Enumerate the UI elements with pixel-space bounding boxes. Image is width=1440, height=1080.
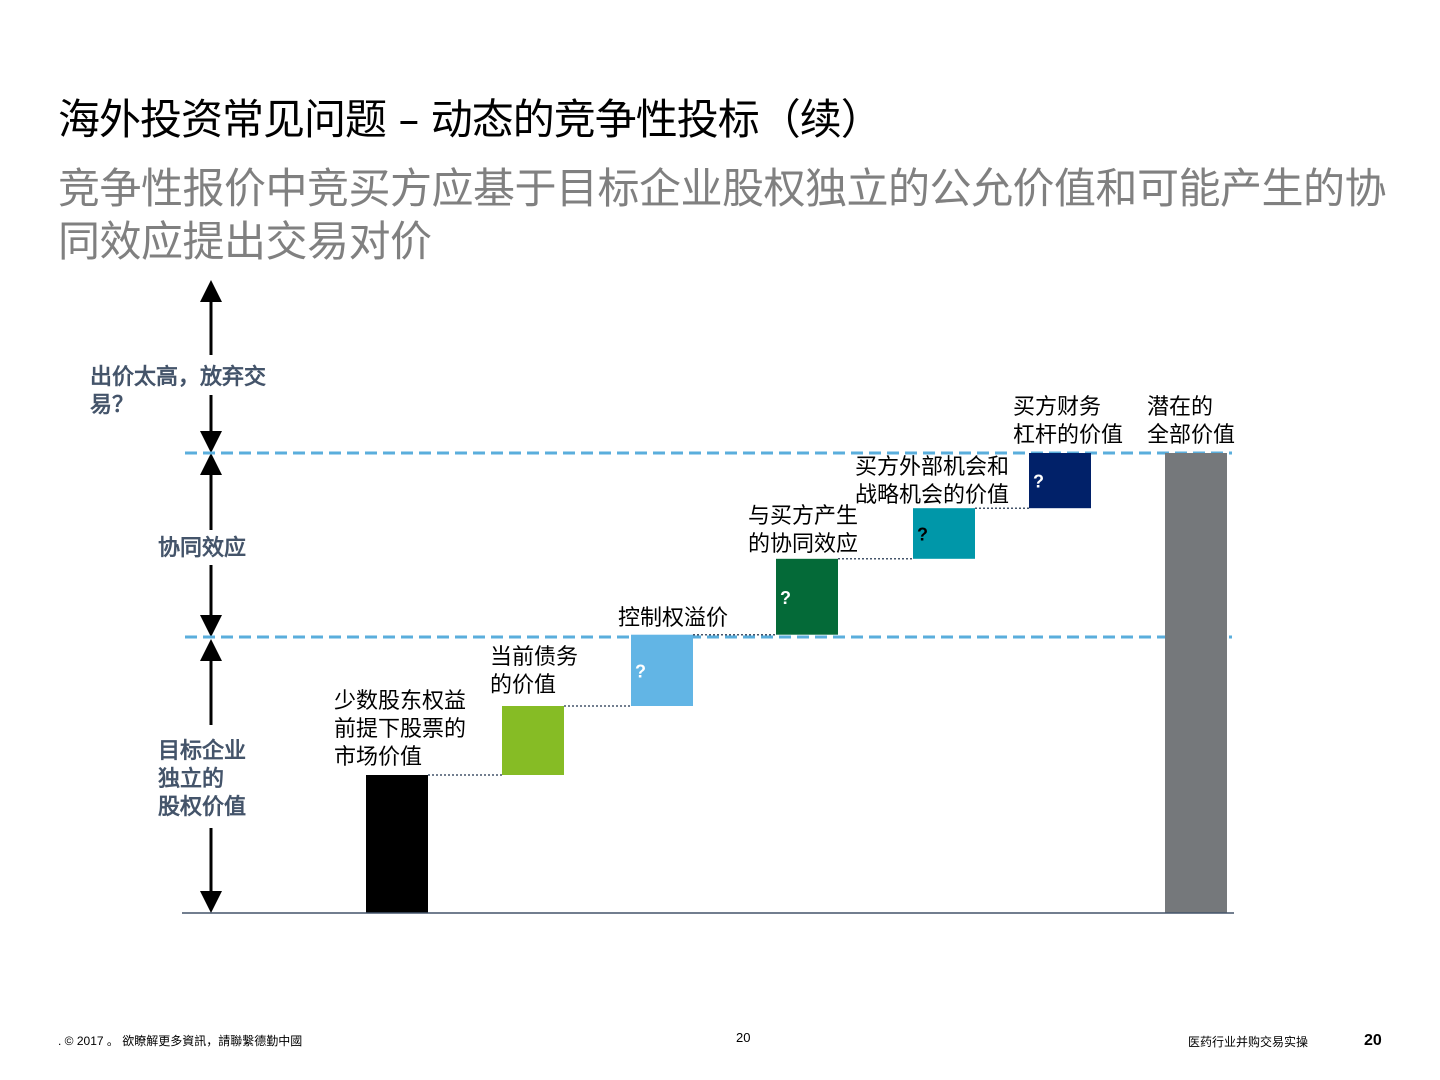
bar-label-line: 前提下股票的 (334, 717, 467, 742)
bar-label: 与买方产生的协同效应 (748, 503, 858, 559)
bars: ???? (366, 453, 1227, 913)
side-label-too-high-text: 出价太高，放弃交易？ (90, 365, 267, 418)
bar-label-line: 的价值 (490, 673, 557, 698)
bar-label-line: 全部价值 (1147, 423, 1236, 448)
footer-center-page: 20 (736, 1030, 751, 1045)
side-label-standalone-line: 股权价值 (158, 795, 247, 820)
bar-label-line: 潜在的 (1147, 395, 1214, 420)
bar-label-line: 买方外部机会和 (855, 455, 1010, 480)
side-label-too-high: 出价太高，放弃交易？ (90, 364, 300, 420)
bar-marker: ? (1033, 472, 1044, 492)
footer-copyright: . © 2017 。 欲瞭解更多資訊，請聯繫德勤中國 (58, 1034, 303, 1048)
bar-4 (776, 558, 838, 635)
bar-3 (631, 634, 693, 706)
vertical-arrows (200, 280, 222, 913)
arrow-up-icon (200, 453, 222, 475)
bar-label: 当前债务 的价值 (490, 644, 578, 700)
bar-marker: ? (917, 525, 928, 545)
bar-label: 买方财务 杠杆的价值 (1013, 394, 1123, 450)
side-label-standalone: 目标企业 独立的 股权价值 (158, 736, 247, 824)
bar-2 (502, 706, 564, 775)
bar-label-line: 市场价值 (334, 745, 423, 770)
side-label-standalone-line: 目标企业 (158, 739, 247, 764)
bar-label: 潜在的 全部价值 (1147, 394, 1235, 450)
side-label-synergy: 协同效应 (158, 533, 247, 565)
arrow-down-icon (200, 431, 222, 453)
bar-label-line: 的协同效应 (748, 532, 859, 557)
bar-label-line: 买方财务 (1013, 395, 1102, 420)
bar-7 (1165, 453, 1227, 913)
bar-5 (913, 508, 975, 559)
bar-label: 少数股东权益 前提下股票的 市场价值 (334, 688, 466, 772)
bar-label-line: 控制权溢价 (618, 606, 729, 631)
bar-1 (366, 775, 428, 913)
arrow-up-icon (200, 639, 222, 661)
slide-subtitle: 竞争性报价中竞买方应基于目标企业股权独立的公允价值和可能产生的协同效应提出交易对… (58, 164, 1387, 266)
bar-label: 买方外部机会和 战略机会的价值 (855, 454, 1009, 510)
bar-label-line: 当前债务 (490, 645, 579, 670)
bar-marker: ? (635, 661, 646, 681)
side-label-standalone-line: 独立的 (158, 767, 225, 792)
footer-doc-title: 医药行业并购交易实操 (1188, 1035, 1309, 1049)
arrow-up-icon (200, 280, 222, 302)
bar-label-line: 少数股东权益 (334, 689, 467, 714)
arrow-down-icon (200, 891, 222, 913)
arrow-down-icon (200, 615, 222, 637)
bar-6 (1029, 453, 1091, 509)
bar-label-line: 战略机会的价值 (855, 483, 1010, 508)
slide-title: 海外投资常见问题 – 动态的竞争性投标（续） (58, 95, 883, 144)
page-number: 20 (1364, 1032, 1382, 1049)
bar-label: 控制权溢价 (618, 605, 728, 633)
bar-label-line: 与买方产生 (748, 504, 859, 529)
waterfall-chart: ???? (182, 280, 1234, 914)
bar-marker: ? (780, 588, 791, 608)
bar-label-line: 杠杆的价值 (1013, 423, 1124, 448)
side-label-synergy-text: 协同效应 (158, 536, 247, 561)
connector-lines (428, 507, 1029, 776)
